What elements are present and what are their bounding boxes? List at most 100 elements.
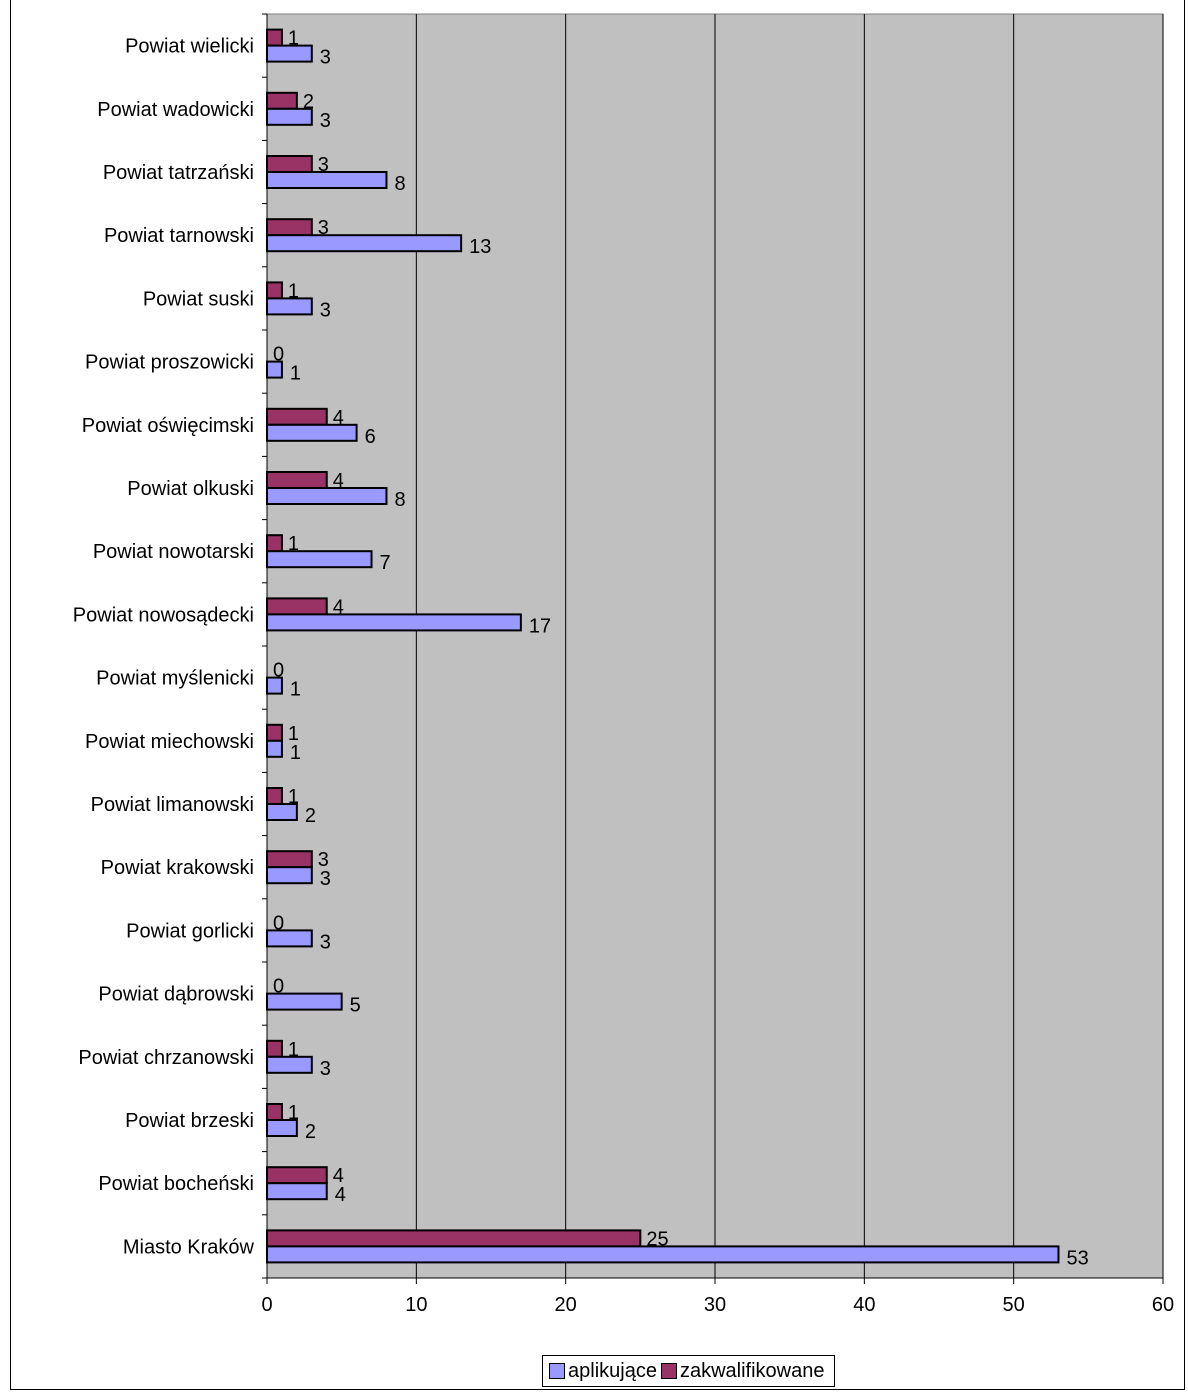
data-label-zakwalifikowane: 1 [288,28,299,50]
category-group: Powiat chrzanowski 13 [78,1039,331,1080]
data-label-aplikujace: 2 [305,805,316,827]
bar-zakwalifikowane [266,155,313,173]
data-label-aplikujace: 3 [320,110,331,132]
category-group: Powiat dąbrowski 0 5 [98,976,360,1017]
data-label-zakwalifikowane: 0 [273,344,284,366]
data-label-zakwalifikowane: 1 [288,723,299,745]
data-label-aplikujace: 1 [290,742,301,764]
bar-aplikujace [266,803,298,821]
category-group: Powiat nowosądecki 4 17 [73,596,551,637]
data-label-aplikujace: 6 [365,426,376,448]
bar-zakwalifikowane [266,850,313,869]
bar-aplikujace [266,1182,328,1201]
category-label: Powiat tatrzański [103,162,254,184]
data-label-zakwalifikowane: 2 [303,91,314,113]
data-label-aplikujace: 13 [469,236,491,258]
data-label-zakwalifikowane: 4 [333,470,344,492]
data-label-zakwalifikowane: 1 [288,280,299,302]
data-label-zakwalifikowane: 4 [333,407,344,429]
data-label-zakwalifikowane: 1 [288,786,299,808]
bar-aplikujace [266,107,313,126]
category-label: Powiat krakowski [101,857,254,879]
data-label-aplikujace: 2 [305,1121,316,1143]
data-label-zakwalifikowane: 1 [288,1039,299,1061]
data-label-zakwalifikowane: 4 [333,596,344,618]
bar-zakwalifikowane [266,1103,283,1121]
category-label: Powiat wadowicki [97,99,254,121]
bar-zakwalifikowane [266,281,283,300]
bar-zakwalifikowane [266,407,328,426]
bar-aplikujace [266,676,283,695]
data-label-zakwalifikowane: 0 [273,976,284,998]
category-label: Powiat dąbrowski [98,984,254,1006]
legend: aplikujące zakwalifikowane [542,1355,836,1387]
category-label: Powiat tarnowski [104,225,254,247]
data-label-zakwalifikowane: 1 [288,533,299,555]
category-group: Powiat myślenicki 01 [96,660,301,701]
bar-aplikujace [266,1055,313,1074]
category-label: Powiat bocheński [98,1173,254,1195]
data-label-aplikujace: 3 [320,931,331,953]
bar-zakwalifikowane [266,1166,328,1185]
legend-swatch-zakwalifikowane [660,1363,677,1379]
x-tick-label: 10 [405,1294,427,1316]
category-label: Powiat olkuski [127,478,254,500]
category-label: Powiat chrzanowski [78,1047,254,1069]
bar-aplikujace [266,234,463,253]
category-group: Powiat krakowski 33 [101,849,331,890]
category-label: Powiat limanowski [91,794,254,816]
data-label-aplikujace: 7 [380,552,391,574]
bar-aplikujace [266,550,373,569]
bar-aplikujace [266,929,313,948]
data-label-aplikujace: 5 [350,995,361,1017]
legend-swatch-aplikujace [549,1363,565,1379]
bar-zakwalifikowane [266,218,313,237]
data-label-aplikujace: 3 [320,47,331,69]
category-label: Powiat miechowski [85,731,254,753]
category-label: Powiat nowosądecki [73,604,254,626]
category-group: Powiat suski 13 [143,280,331,321]
bar-aplikujace [266,360,283,379]
data-label-aplikujace: 17 [529,615,551,637]
x-tick-label: 20 [555,1294,577,1316]
legend-label-aplikujace: aplikujące [568,1359,657,1382]
category-label: Miasto Kraków [123,1236,255,1258]
category-label: Powiat brzeski [125,1110,254,1132]
bar-zakwalifikowane [266,534,283,553]
category-group: Powiat wielicki 13 [125,28,331,69]
bar-aplikujace [266,423,358,442]
category-group: Powiat proszowicki 01 [85,344,301,385]
data-label-zakwalifikowane: 3 [318,849,329,871]
bar-zakwalifikowane [266,1229,642,1248]
legend-item-aplikujace: aplikujące [549,1360,657,1383]
bar-aplikujace [266,613,522,632]
category-label: Powiat wielicki [125,36,254,58]
category-label: Powiat myślenicki [96,668,254,690]
data-label-zakwalifikowane: 3 [318,217,329,239]
x-tick-label: 50 [1003,1294,1025,1316]
bar-aplikujace [266,1119,298,1137]
x-tick-label: 30 [704,1294,726,1316]
category-group: Powiat brzeski 12 [125,1102,316,1143]
data-label-zakwalifikowane: 1 [288,1102,299,1124]
bar-zakwalifikowane [266,1039,283,1058]
bar-aplikujace [266,44,313,63]
category-group: Powiat tarnowski 3 13 [104,217,491,258]
bar-zakwalifikowane [266,28,283,47]
data-label-aplikujace: 8 [394,489,405,511]
bar-zakwalifikowane [266,787,283,805]
category-group: Powiat nowotarski 1 7 [93,533,391,574]
data-label-zakwalifikowane: 0 [273,912,284,934]
category-label: Powiat proszowicki [85,352,254,374]
category-group: Powiat bocheński 44 [98,1165,346,1206]
bar-zakwalifikowane [266,597,328,616]
category-label: Powiat suski [143,288,254,310]
bar-aplikujace [266,297,313,316]
category-group: Powiat limanowski 12 [91,786,316,827]
category-group: Powiat gorlicki 0 3 [126,912,331,953]
data-label-aplikujace: 8 [394,173,405,195]
bar-aplikujace [266,739,283,758]
data-label-aplikujace: 1 [290,363,301,385]
category-group: Powiat miechowski 11 [85,723,301,764]
bar-zakwalifikowane [266,91,298,110]
